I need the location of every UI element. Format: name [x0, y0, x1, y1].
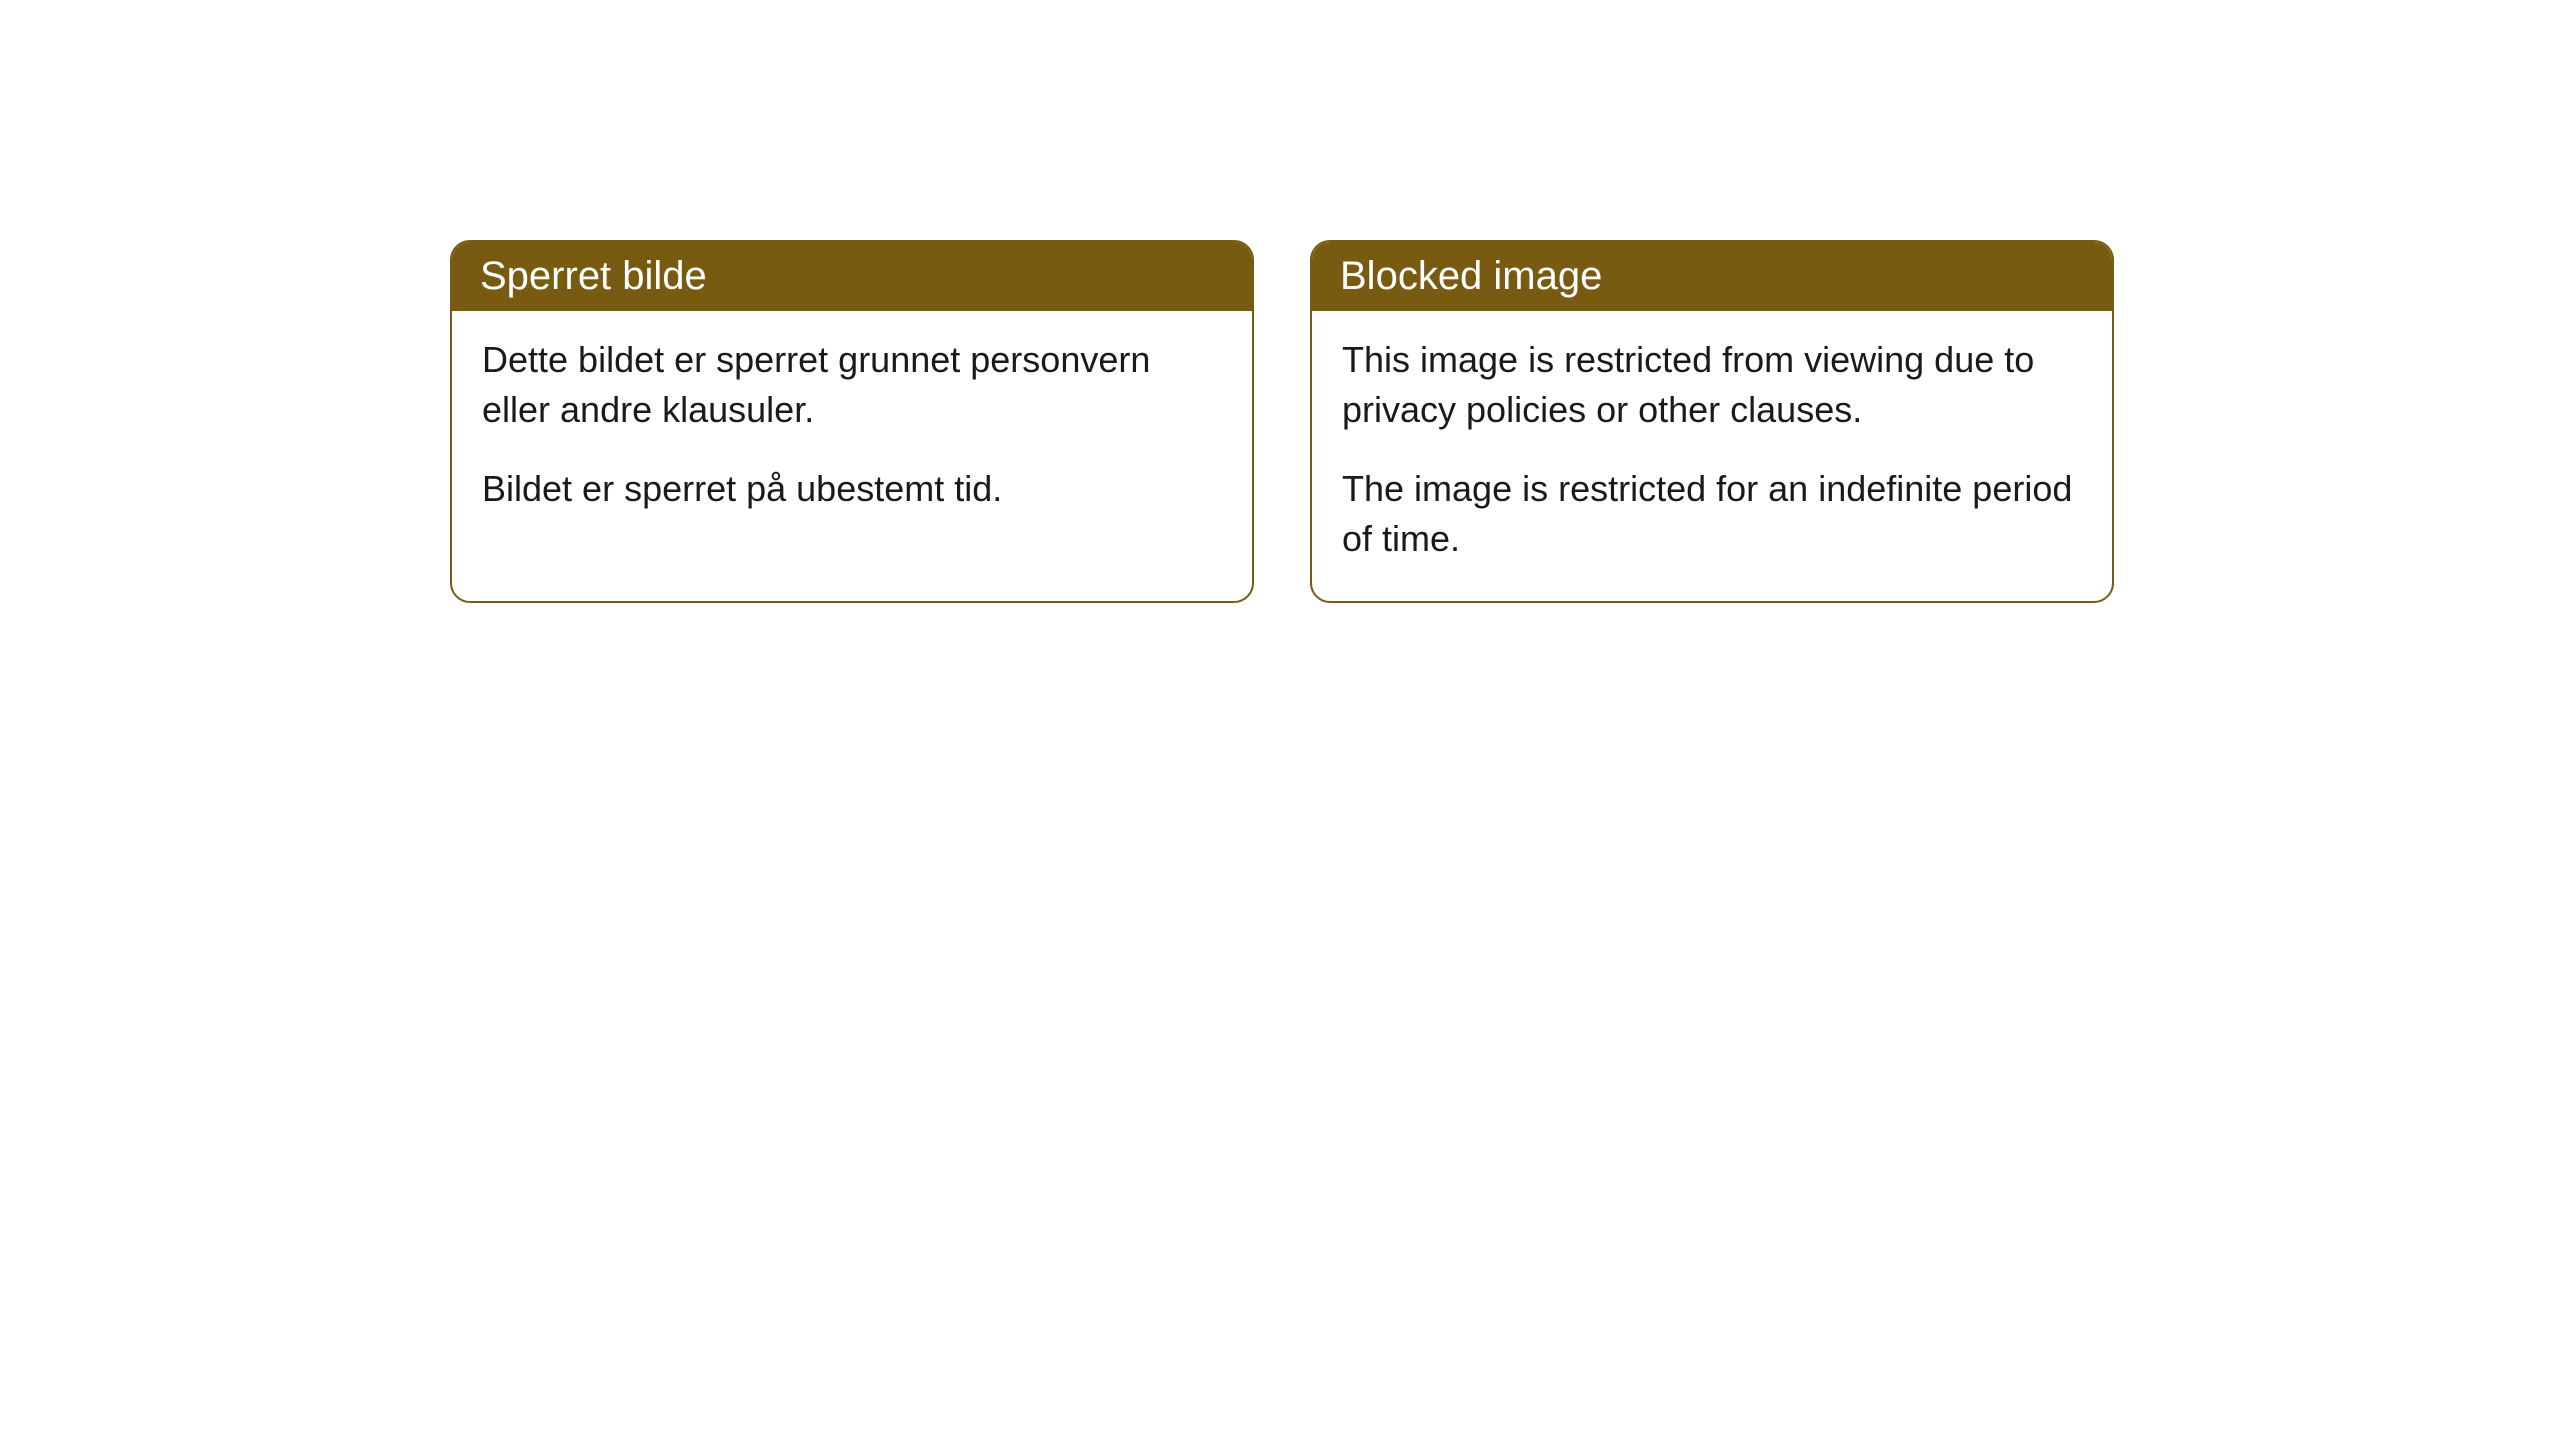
card-paragraph-2-english: The image is restricted for an indefinit… — [1342, 464, 2082, 565]
notice-cards-container: Sperret bilde Dette bildet er sperret gr… — [450, 240, 2560, 603]
card-header-english: Blocked image — [1312, 242, 2112, 311]
card-paragraph-1-english: This image is restricted from viewing du… — [1342, 335, 2082, 436]
blocked-image-card-norwegian: Sperret bilde Dette bildet er sperret gr… — [450, 240, 1254, 603]
card-title-norwegian: Sperret bilde — [480, 254, 707, 298]
card-title-english: Blocked image — [1340, 254, 1602, 298]
card-body-english: This image is restricted from viewing du… — [1312, 311, 2112, 601]
card-paragraph-2-norwegian: Bildet er sperret på ubestemt tid. — [482, 464, 1222, 514]
card-body-norwegian: Dette bildet er sperret grunnet personve… — [452, 311, 1252, 550]
blocked-image-card-english: Blocked image This image is restricted f… — [1310, 240, 2114, 603]
card-header-norwegian: Sperret bilde — [452, 242, 1252, 311]
card-paragraph-1-norwegian: Dette bildet er sperret grunnet personve… — [482, 335, 1222, 436]
